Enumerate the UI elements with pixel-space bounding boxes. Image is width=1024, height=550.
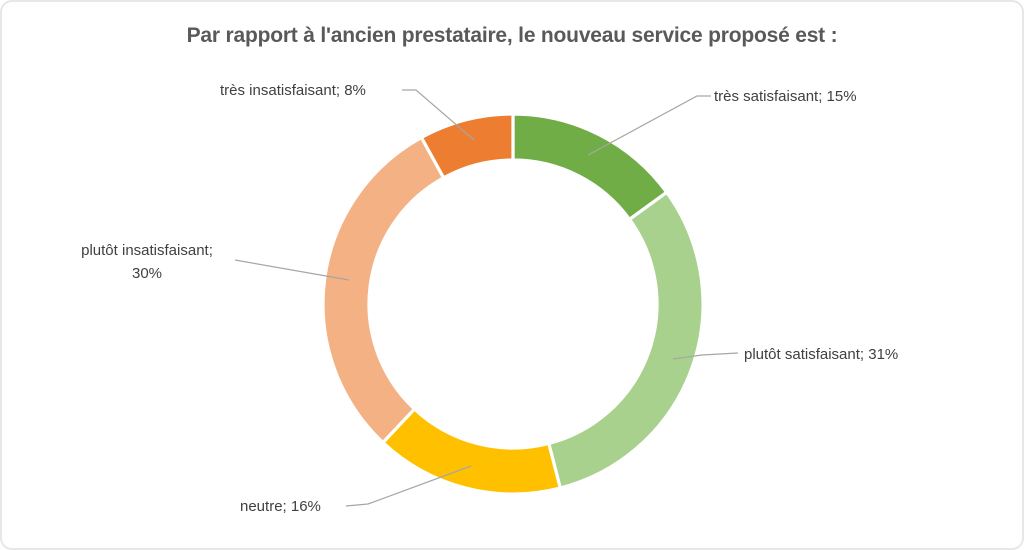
slice-label-neutre: neutre; 16% bbox=[240, 498, 321, 515]
leader-line-tres-satisfaisant bbox=[587, 95, 711, 156]
donut-slice-neutre bbox=[381, 407, 562, 496]
slice-label-plutot-insatisfaisant: plutôt insatisfaisant; 30% bbox=[81, 242, 213, 282]
leader-line-neutre bbox=[345, 465, 472, 507]
donut-slice-tres-satisfaisant bbox=[511, 112, 669, 221]
donut-slice-plutot-insatisfaisant bbox=[321, 135, 446, 445]
slice-label-tres-satisfaisant: très satisfaisant; 15% bbox=[714, 88, 857, 105]
leader-line-plutot-satisfaisant bbox=[672, 352, 739, 360]
donut-slice-tres-insatisfaisant bbox=[419, 112, 515, 180]
donut-slice-plutot-satisfaisant bbox=[547, 190, 705, 490]
slice-label-tres-insatisfaisant: très insatisfaisant; 8% bbox=[220, 82, 366, 99]
leader-line-plutot-insatisfaisant bbox=[234, 259, 350, 281]
slice-label-plutot-satisfaisant: plutôt satisfaisant; 31% bbox=[744, 346, 899, 363]
leader-line-tres-insatisfaisant bbox=[402, 89, 475, 141]
chart-title: Par rapport à l'ancien prestataire, le n… bbox=[186, 24, 838, 47]
